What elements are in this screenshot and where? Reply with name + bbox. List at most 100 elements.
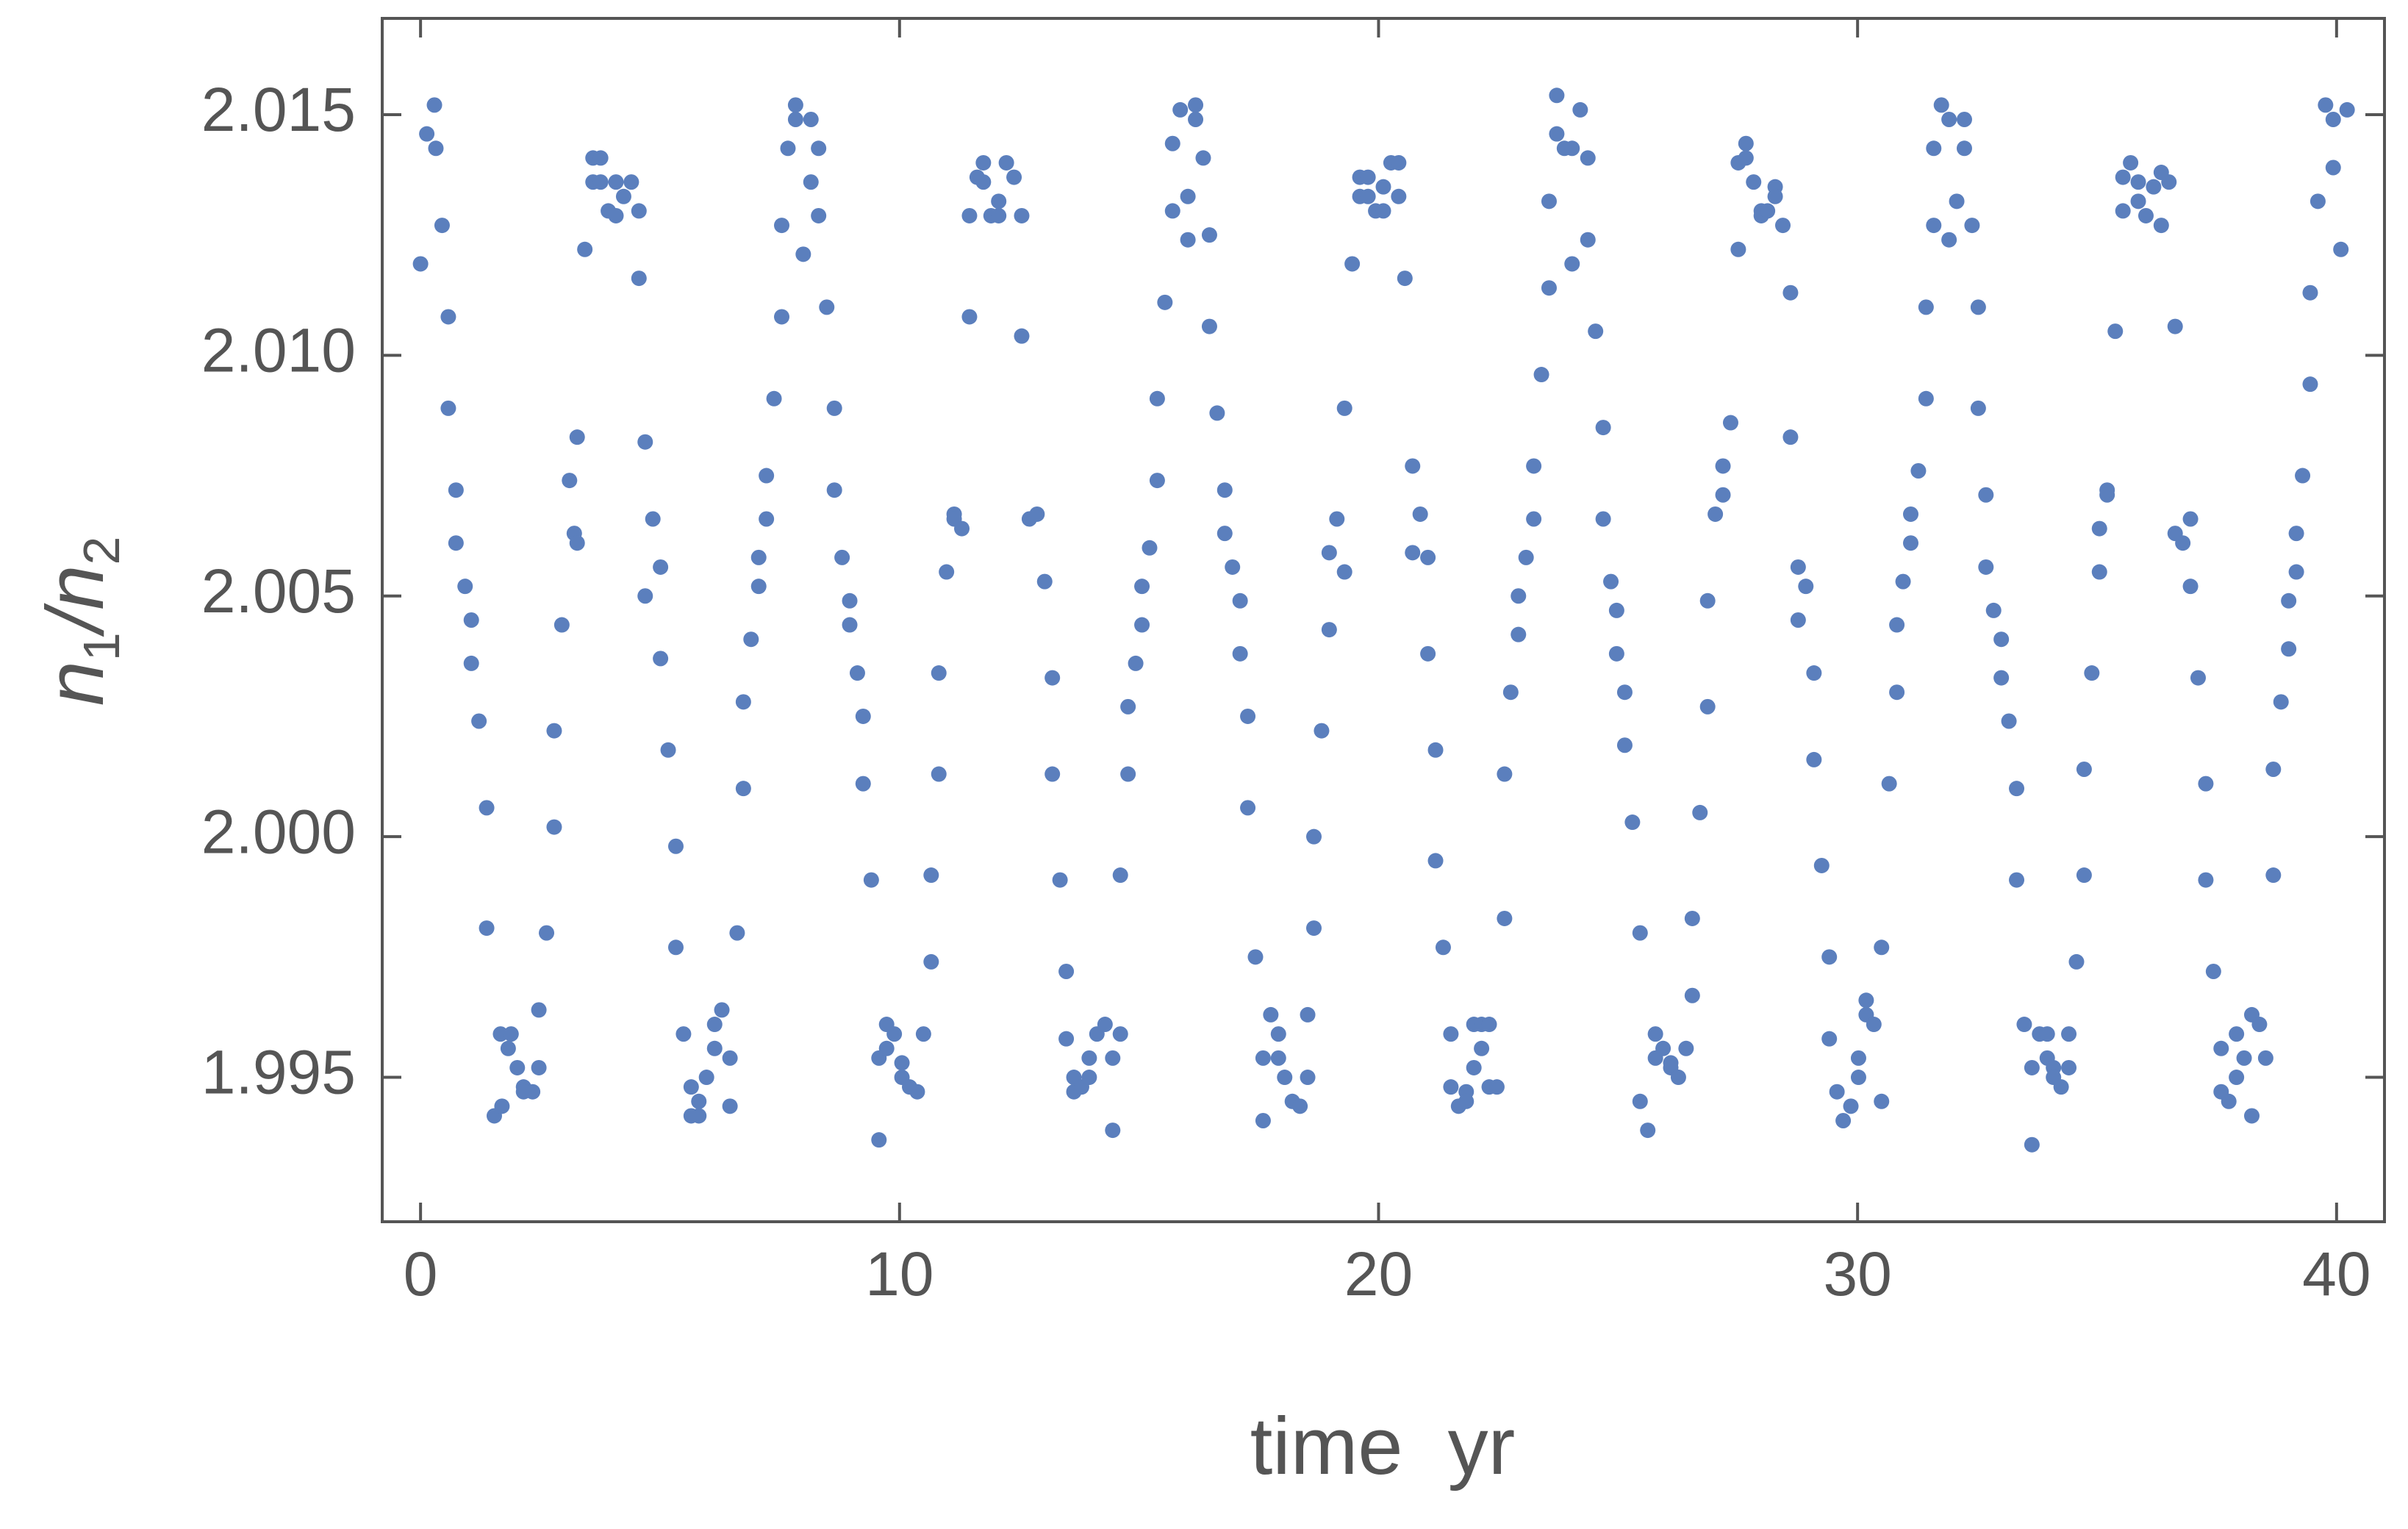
point (706, 1040, 723, 1056)
point (1142, 540, 1158, 556)
point (1497, 910, 1513, 926)
point (1435, 939, 1451, 956)
point (1933, 97, 1949, 113)
x-axis-title: time yr (1250, 1401, 1516, 1492)
point (1881, 776, 1897, 792)
point (1036, 573, 1053, 590)
point (729, 925, 745, 941)
point (2099, 482, 2115, 498)
point (1699, 698, 1716, 715)
point (1081, 1070, 1097, 1086)
point (1216, 482, 1233, 498)
point (1112, 1026, 1128, 1042)
point (426, 97, 442, 113)
point (1526, 458, 1542, 474)
point (2076, 867, 2092, 884)
point (1782, 429, 1799, 445)
point (2107, 323, 2124, 340)
point (975, 154, 992, 171)
point (1858, 992, 1874, 1009)
point (759, 468, 775, 484)
point (440, 309, 456, 325)
point (1120, 766, 1136, 782)
y-axis-title: n1/n2 (30, 537, 130, 706)
point (714, 1002, 730, 1018)
point (503, 1026, 519, 1042)
point (1134, 579, 1150, 595)
point (842, 617, 858, 633)
point (577, 241, 593, 257)
point (1375, 203, 1391, 219)
x-tick-label: 30 (1823, 1239, 1891, 1308)
point (2310, 193, 2326, 210)
point (1497, 766, 1513, 782)
point (1684, 987, 1700, 1003)
point (1443, 1026, 1459, 1042)
point (1850, 1070, 1866, 1086)
point (1105, 1122, 1121, 1139)
y-title-part: 1 (73, 632, 130, 661)
point (1412, 506, 1428, 522)
point (954, 520, 970, 537)
point (735, 781, 751, 797)
point (2236, 1050, 2252, 1066)
point (871, 1132, 887, 1148)
point (463, 612, 479, 628)
point (1240, 708, 1256, 724)
point (1344, 256, 1361, 272)
point (1895, 573, 1911, 590)
point (842, 592, 858, 609)
point (1405, 458, 1421, 474)
point (691, 1093, 707, 1109)
point (2243, 1108, 2260, 1124)
point (787, 97, 803, 113)
point (1760, 203, 1776, 219)
point (1247, 949, 1264, 965)
point (1458, 1093, 1474, 1109)
point (2325, 112, 2341, 128)
point (1993, 670, 2010, 686)
point (623, 174, 639, 190)
point (766, 390, 782, 407)
point (2251, 1017, 2268, 1033)
point (1978, 487, 1994, 503)
point (2115, 203, 2131, 219)
point (1564, 140, 1580, 157)
point (1201, 227, 1217, 243)
point (1941, 112, 1957, 128)
point (773, 309, 789, 325)
point (1608, 645, 1624, 662)
point (2302, 284, 2318, 301)
point (2198, 776, 2214, 792)
point (1201, 318, 1217, 334)
point (2265, 761, 2282, 777)
point (667, 838, 684, 854)
point (2009, 872, 2025, 888)
point (1014, 207, 1030, 223)
point (1314, 723, 1330, 739)
point (2130, 193, 2146, 210)
point (1655, 1040, 1671, 1056)
point (440, 400, 456, 416)
point (631, 203, 647, 219)
point (525, 1084, 541, 1100)
point (1541, 280, 1557, 296)
point (1790, 612, 1806, 628)
point (1128, 655, 1144, 671)
point (787, 112, 803, 128)
plot-frame (381, 17, 2386, 1223)
point (531, 1002, 547, 1018)
point (1255, 1050, 1271, 1066)
point (2146, 179, 2162, 195)
point (2053, 1079, 2069, 1095)
point (1058, 1031, 1075, 1047)
point (1850, 1050, 1866, 1066)
point (2281, 592, 2297, 609)
point (1738, 150, 1754, 166)
point (1209, 405, 1225, 421)
point (1813, 857, 1830, 873)
point (961, 207, 978, 223)
point (2167, 318, 2183, 334)
point (1549, 126, 1565, 142)
